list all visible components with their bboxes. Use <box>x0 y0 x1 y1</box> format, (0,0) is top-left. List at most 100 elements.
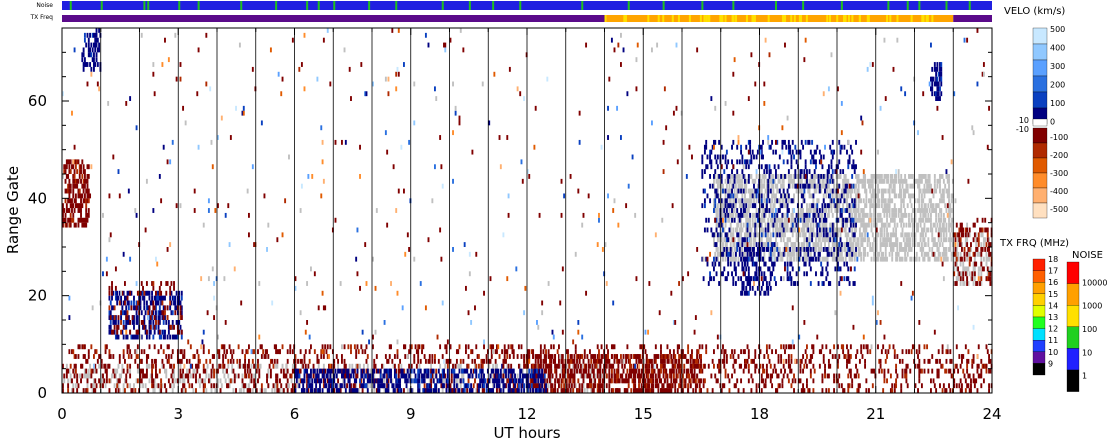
data-cell <box>935 242 938 247</box>
data-cell <box>804 178 807 184</box>
data-cell <box>519 383 522 389</box>
data-cell <box>415 378 418 384</box>
data-cell <box>731 247 733 252</box>
data-cell <box>754 178 757 184</box>
data-cell <box>825 344 828 350</box>
data-cell <box>733 256 736 262</box>
data-cell <box>919 222 922 228</box>
data-cell <box>962 368 965 374</box>
data-cell <box>771 193 774 199</box>
data-cell <box>630 368 633 374</box>
data-cell <box>435 373 438 379</box>
data-cell <box>871 193 874 199</box>
data-cell <box>457 383 460 389</box>
data-cell <box>652 373 655 379</box>
data-cell <box>882 388 885 393</box>
data-cell <box>981 363 984 369</box>
data-cell <box>851 232 854 238</box>
data-cell <box>821 174 824 179</box>
data-cell <box>613 344 616 350</box>
data-cell <box>882 237 885 243</box>
data-cell <box>803 388 806 393</box>
data-cell <box>640 368 643 374</box>
data-cell <box>502 358 505 364</box>
data-cell <box>632 373 635 379</box>
data-cell <box>129 373 132 379</box>
data-cell <box>741 193 744 199</box>
data-cell <box>826 237 829 243</box>
data-cell <box>889 174 892 179</box>
data-cell <box>337 358 340 364</box>
data-cell <box>718 237 721 243</box>
data-cell <box>329 344 332 350</box>
txfreq-fleck <box>889 15 892 22</box>
data-cell <box>355 378 358 384</box>
data-cell <box>941 251 944 257</box>
data-cell <box>587 383 590 389</box>
data-cell <box>426 368 429 374</box>
data-cell <box>923 227 926 233</box>
data-cell <box>884 222 887 228</box>
data-cell <box>645 388 648 393</box>
data-cell <box>904 242 907 247</box>
data-cell <box>953 368 956 374</box>
data-cell <box>745 208 748 213</box>
data-cell <box>148 363 151 369</box>
data-cell <box>441 368 444 374</box>
data-cell <box>179 378 182 384</box>
data-cell <box>833 203 836 209</box>
data-cell <box>480 383 483 389</box>
data-cell <box>724 251 727 257</box>
data-cell <box>737 388 740 393</box>
data-cell <box>669 373 671 379</box>
data-cell <box>396 349 399 355</box>
data-cell <box>341 373 343 379</box>
data-cell <box>883 198 886 204</box>
data-cell <box>846 363 848 369</box>
data-cell <box>356 388 359 393</box>
data-cell <box>246 368 249 374</box>
data-cell <box>72 388 75 393</box>
data-cell <box>485 383 488 389</box>
data-cell <box>777 256 780 262</box>
data-cell <box>590 368 593 374</box>
data-cell <box>959 261 962 267</box>
data-cell <box>892 178 895 184</box>
data-cell <box>554 358 557 364</box>
data-cell <box>891 251 894 257</box>
data-cell <box>100 383 103 389</box>
data-cell <box>905 183 908 189</box>
data-cell <box>554 354 557 359</box>
data-cell <box>289 349 292 355</box>
data-cell <box>741 227 744 233</box>
data-cell <box>196 368 199 374</box>
data-cell <box>67 388 70 393</box>
data-cell <box>895 208 898 213</box>
data-cell <box>669 349 671 355</box>
data-cell <box>96 358 99 364</box>
data-cell <box>179 349 182 355</box>
data-cell <box>83 388 86 393</box>
data-cell <box>596 363 599 369</box>
data-cell <box>224 354 227 359</box>
data-cell <box>764 198 767 204</box>
data-cell <box>479 368 482 374</box>
data-cell <box>791 242 794 247</box>
data-cell <box>324 383 327 389</box>
data-cell <box>802 198 805 204</box>
data-cell <box>718 178 721 184</box>
data-cell <box>357 363 360 369</box>
data-cell <box>160 383 163 389</box>
data-cell <box>722 212 724 218</box>
data-cell <box>942 256 945 262</box>
data-cell <box>405 368 408 374</box>
data-cell <box>900 388 903 393</box>
data-cell <box>740 247 743 252</box>
data-cell <box>393 363 396 369</box>
data-cell <box>768 178 771 184</box>
data-cell <box>609 378 612 384</box>
data-cell <box>445 344 448 350</box>
data-cell <box>740 217 743 223</box>
data-cell <box>339 368 342 374</box>
data-cell <box>911 193 914 199</box>
